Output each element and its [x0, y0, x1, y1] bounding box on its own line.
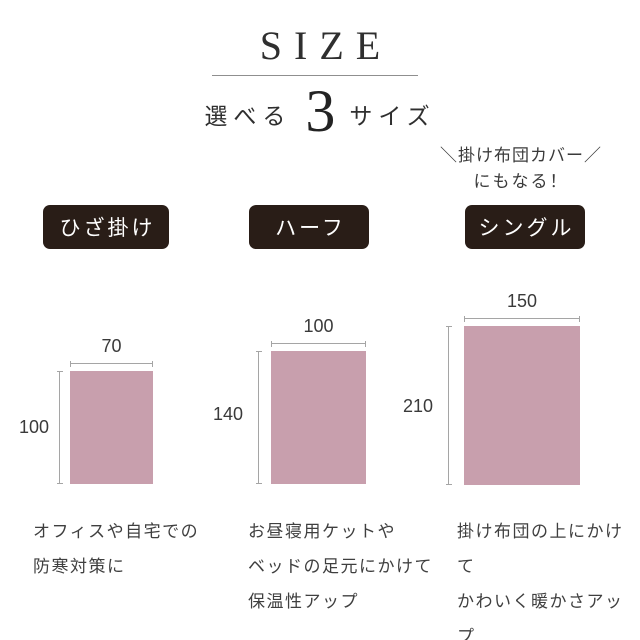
size-label-text: ひざ掛け [59, 217, 156, 240]
size-description-hizakake: オフィスや自宅での 防寒対策に [33, 514, 199, 584]
height-dimension-line [445, 326, 452, 485]
description-line: かわいく暖かさアップ [457, 592, 624, 640]
subtitle: 選べる 3 サイズ [0, 78, 640, 144]
width-dimension-line [271, 340, 366, 347]
size-swatch-half [271, 351, 366, 484]
annotation-line-1: ＼掛け布団カバー／ [440, 146, 602, 165]
height-dimension-value: 140 [212, 404, 244, 424]
width-dimension-line [464, 315, 580, 322]
size-description-half: お昼寝用ケットや ベッドの足元にかけて 保温性アップ [248, 514, 433, 619]
size-label-hizakake: ひざ掛け [43, 205, 169, 249]
subtitle-count: 3 [305, 78, 336, 144]
description-line: オフィスや自宅での [33, 522, 200, 541]
description-line: 掛け布団の上にかけて [457, 522, 624, 576]
subtitle-suffix: サイズ [349, 103, 436, 129]
size-label-text: シングル [478, 217, 575, 240]
width-dimension-value: 100 [303, 316, 334, 336]
width-dimension-line [70, 360, 153, 367]
height-dimension-line [255, 351, 262, 484]
page-title: SIZE [259, 23, 393, 68]
description-line: お昼寝用ケットや [248, 522, 396, 541]
size-swatch-single [464, 326, 580, 485]
size-label-single: シングル [465, 205, 585, 249]
description-line: ベッドの足元にかけて [248, 557, 433, 576]
size-label-half: ハーフ [249, 205, 369, 249]
size-description-single: 掛け布団の上にかけて かわいく暖かさアップ 掛布団カバーにもなる 2WAY 仕様 [457, 514, 640, 640]
height-dimension-line [56, 371, 63, 484]
single-annotation: ＼掛け布団カバー／ にもなる！ [429, 143, 613, 195]
title-divider [212, 75, 418, 76]
height-dimension-value: 210 [402, 396, 434, 416]
description-line: 保温性アップ [248, 592, 359, 611]
subtitle-prefix: 選べる [204, 103, 292, 129]
annotation-line-2: にもなる！ [473, 172, 569, 191]
width-dimension-value: 70 [101, 336, 122, 356]
size-label-text: ハーフ [275, 217, 346, 240]
size-swatch-hizakake [70, 371, 153, 484]
height-dimension-value: 100 [18, 417, 50, 437]
width-dimension-value: 150 [506, 291, 538, 311]
description-line: 防寒対策に [33, 557, 126, 576]
